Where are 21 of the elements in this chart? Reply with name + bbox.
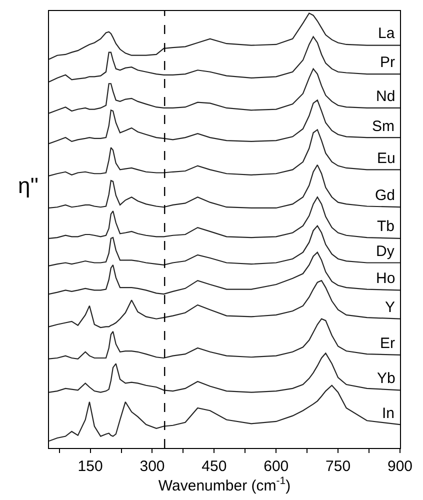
x-tick-label: 150 xyxy=(78,458,103,476)
series-label: Dy xyxy=(376,243,395,260)
x-tick-label: 600 xyxy=(264,458,289,476)
y-axis-title: η'' xyxy=(18,173,39,198)
series-label: Yb xyxy=(377,370,396,387)
x-tick-label: 750 xyxy=(326,458,351,476)
series-label: La xyxy=(378,25,396,42)
series-label: Gd xyxy=(375,187,396,204)
x-tick-label: 900 xyxy=(387,458,413,476)
series-label: Er xyxy=(380,335,396,352)
series-label: Pr xyxy=(380,54,396,71)
x-tick-label: 450 xyxy=(202,458,227,476)
x-tick-label: 300 xyxy=(140,458,165,476)
series-label: Tb xyxy=(377,218,395,235)
x-axis-title: Wavenumber (cm$^{-1}$) xyxy=(158,475,291,494)
series-label: Ho xyxy=(376,270,396,287)
series-label: Sm xyxy=(372,118,394,135)
series-label: Y xyxy=(385,299,396,316)
series-label: Nd xyxy=(376,88,396,105)
series-label: In xyxy=(382,405,395,422)
series-label: Eu xyxy=(377,150,396,167)
